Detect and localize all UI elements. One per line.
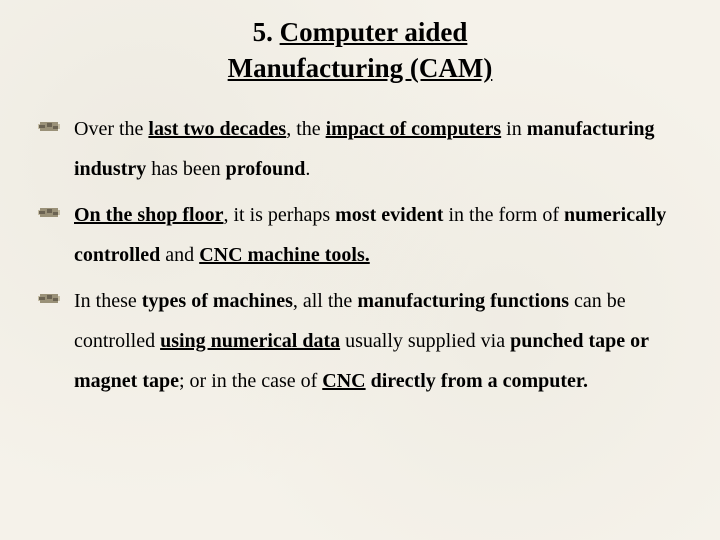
title-line2: Manufacturing (CAM)	[228, 53, 493, 83]
slide-title: 5. Computer aided Manufacturing (CAM)	[30, 14, 690, 87]
list-item-text: Over the last two decades, the impact of…	[74, 118, 655, 180]
list-item: On the shop floor, it is perhaps most ev…	[30, 195, 690, 275]
list-item: Over the last two decades, the impact of…	[30, 109, 690, 189]
list-item-text: On the shop floor, it is perhaps most ev…	[74, 204, 666, 266]
list-item-text: In these types of machines, all the manu…	[74, 290, 649, 392]
list-item: In these types of machines, all the manu…	[30, 281, 690, 401]
bullet-icon	[38, 121, 60, 132]
bullet-icon	[38, 293, 60, 304]
title-line1: Computer aided	[280, 17, 468, 47]
slide: 5. Computer aided Manufacturing (CAM) Ov…	[0, 0, 720, 540]
bullet-list: Over the last two decades, the impact of…	[30, 109, 690, 401]
title-prefix: 5.	[253, 17, 280, 47]
bullet-icon	[38, 207, 60, 218]
